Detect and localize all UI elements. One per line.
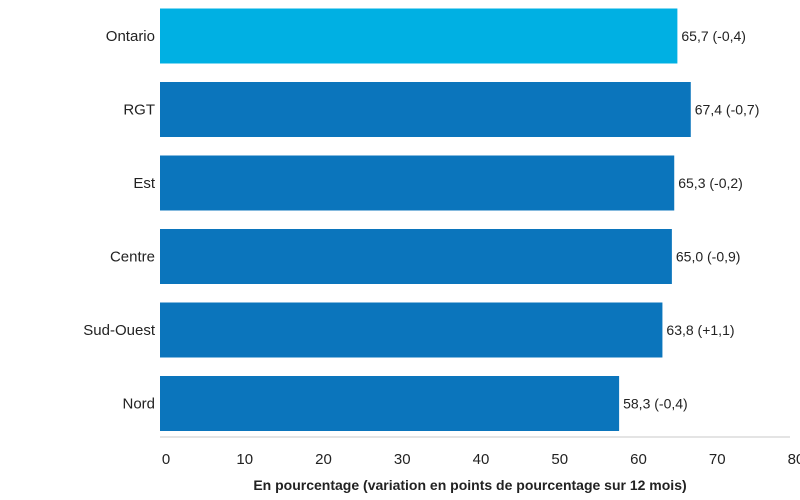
data-label-rgt: 67,4 (-0,7) [695,102,760,118]
category-label-nord: Nord [122,396,155,413]
x-tick-label-80: 80 [788,451,800,468]
data-label-ontario: 65,7 (-0,4) [681,28,746,44]
x-tick-label-70: 70 [709,451,726,468]
category-label-ontario: Ontario [106,28,155,45]
x-tick-label-0: 0 [162,451,170,468]
data-label-centre: 65,0 (-0,9) [676,249,741,265]
category-label-sud-ouest: Sud-Ouest [83,322,156,339]
x-tick-label-20: 20 [315,451,332,468]
bar-sud-ouest [160,302,663,358]
data-label-sud-ouest: 63,8 (+1,1) [666,322,734,338]
category-label-est: Est [133,175,156,192]
x-tick-label-60: 60 [630,451,647,468]
bar-nord [160,376,620,431]
data-label-est: 65,3 (-0,2) [678,175,743,191]
data-labels-group: 65,7 (-0,4) 67,4 (-0,7) 65,3 (-0,2) 65,0 (-… [623,28,759,412]
bar-rgt [160,82,691,137]
data-label-nord: 58,3 (-0,4) [623,396,688,412]
bar-ontario [160,8,678,64]
x-tick-label-10: 10 [236,451,253,468]
x-tick-label-40: 40 [473,451,490,468]
category-labels-group: Ontario RGT Est Centre Sud-Ouest Nord [83,28,156,413]
category-label-rgt: RGT [123,102,155,119]
bar-centre [160,229,672,284]
x-tick-labels-group: 0 10 20 30 40 50 60 70 80 [162,451,800,468]
x-tick-label-30: 30 [394,451,411,468]
bars-group [160,8,691,431]
x-tick-label-50: 50 [551,451,568,468]
x-axis-title: En pourcentage (variation en points de p… [253,477,686,493]
bar-est [160,155,675,211]
category-label-centre: Centre [110,249,155,266]
